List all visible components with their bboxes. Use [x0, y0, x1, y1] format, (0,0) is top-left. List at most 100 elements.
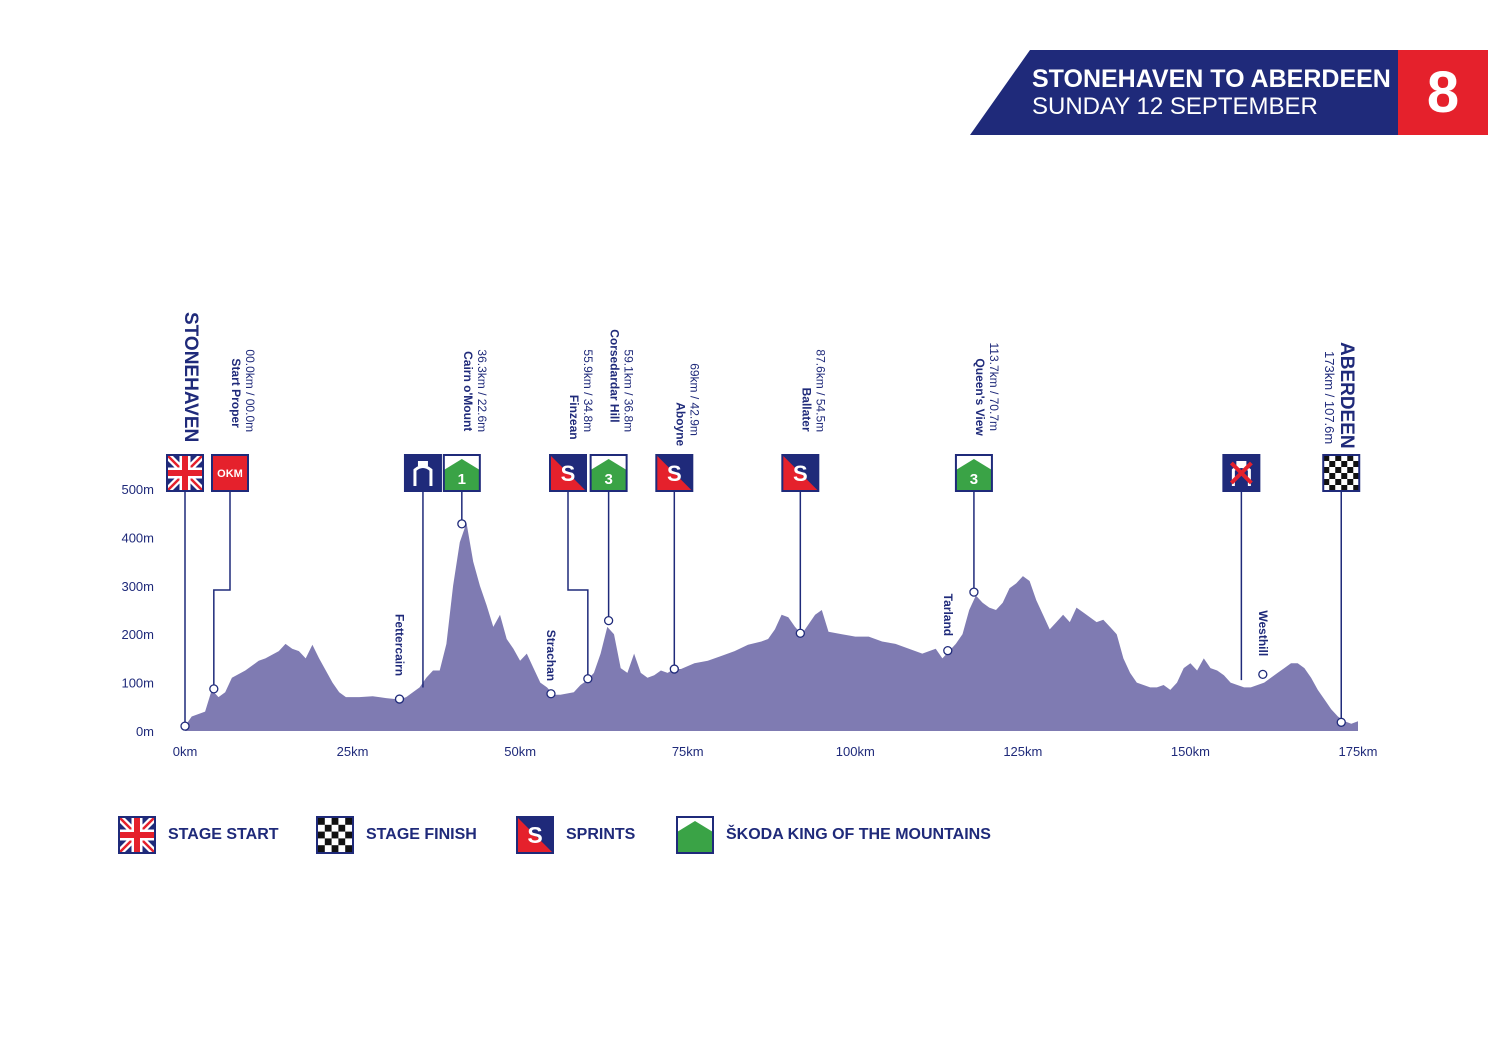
icon-border: [166, 454, 204, 492]
town-label: Fettercairn: [392, 614, 406, 676]
flag-cross-red: [167, 455, 203, 491]
location-name: STONEHAVEN: [180, 312, 201, 442]
feed-arch: [1231, 465, 1251, 486]
icon-border: [549, 454, 587, 492]
feed-marker-icon: [403, 454, 442, 492]
feed-arch: [413, 465, 433, 486]
sprint-marker-icon: S: [549, 454, 587, 492]
sprint-icon: S: [516, 816, 554, 854]
kom-marker-icon: 3: [589, 454, 628, 492]
sprint-marker-icon: S: [655, 454, 694, 492]
location-point: [969, 587, 979, 597]
location-label-group: STONEHAVEN: [180, 312, 201, 442]
stage-date: SUNDAY 12 SEPTEMBER: [1032, 93, 1318, 120]
y-tick-label: 200m: [121, 627, 154, 642]
kom-category: 3: [604, 471, 612, 488]
location-name: Corsedardar Hill: [608, 329, 622, 422]
kom-marker-icon: 3: [954, 454, 993, 492]
finish-square: [1341, 461, 1348, 467]
location-detail: 36.3km / 22.6m: [475, 349, 489, 432]
icon-border: [403, 454, 442, 492]
kom-mountain: [443, 459, 480, 491]
icon-border: [589, 454, 628, 492]
x-tick-label: 75km: [672, 744, 704, 759]
town-label-group: Strachan: [544, 630, 558, 681]
location-detail: 173km / 107.6m: [1322, 351, 1337, 444]
location-detail: 00.0km / 00.0m: [243, 349, 257, 432]
location-label-group: Corsedardar Hill 59.1km / 36.8m: [608, 329, 636, 432]
finish-square: [1335, 467, 1342, 473]
stage-title: STONEHAVEN TO ABERDEEN: [1032, 65, 1391, 93]
legend-start-label: STAGE START: [168, 826, 279, 843]
location-point: [457, 519, 467, 529]
finish-marker-icon: [1322, 454, 1361, 492]
location-point: [394, 694, 405, 704]
location-label-group: Start Proper 00.0km / 00.0m: [229, 349, 257, 432]
location-point: [795, 628, 805, 638]
location-name: Aboyne: [673, 402, 687, 446]
location-name: Ballater: [799, 388, 813, 432]
svg-text:S: S: [527, 822, 542, 848]
location-label-group: Ballater 87.6km / 54.5m: [799, 349, 827, 432]
location-point: [1336, 717, 1346, 727]
finish-square: [1329, 473, 1336, 479]
location-detail: 87.6km / 54.5m: [813, 349, 827, 432]
location-label-group: Cairn o'Mount 36.3km / 22.6m: [461, 349, 489, 432]
location-detail: 69km / 42.9m: [687, 363, 701, 436]
y-tick-label: 400m: [121, 530, 154, 545]
location-point: [546, 689, 556, 699]
location-point: [180, 721, 190, 731]
okm-bg: [212, 455, 248, 491]
sprint-letter: S: [793, 461, 808, 486]
finish-square: [1347, 479, 1354, 485]
icon-border: [1322, 454, 1361, 492]
stage-banner: STONEHAVEN TO ABERDEEN SUNDAY 12 SEPTEMB…: [970, 50, 1488, 135]
icon-border: [781, 454, 820, 492]
location-label-group: Aboyne 69km / 42.9m: [673, 363, 701, 446]
start-marker-icon: [164, 452, 206, 494]
nofeed-marker-icon: [1222, 454, 1261, 492]
location-name: Finzean: [567, 395, 581, 440]
sprint-triangle: [550, 455, 586, 491]
x-tick-label: 125km: [1003, 744, 1042, 759]
x-tick-label: 100km: [836, 744, 875, 759]
feed-bag: [1236, 461, 1247, 466]
kom-mountain: [955, 459, 992, 491]
finish-square: [1353, 485, 1360, 491]
finish-square: [1329, 461, 1336, 467]
legend-sprints: S SPRINTS: [516, 816, 635, 854]
x-tick-label: 50km: [504, 744, 536, 759]
sprint-leader-line: [567, 491, 589, 679]
x-tick-label: 175km: [1338, 744, 1377, 759]
icon-border: [954, 454, 993, 492]
legend-kom: ŠKODA KING OF THE MOUNTAINS: [676, 816, 991, 854]
finish-square: [1341, 473, 1348, 479]
location-point: [603, 615, 614, 626]
location-point: [1258, 669, 1268, 680]
y-tick-label: 300m: [121, 579, 154, 594]
mountain-icon: [676, 816, 714, 854]
legend-kom-label: ŠKODA KING OF THE MOUNTAINS: [726, 826, 991, 843]
finish-square: [1347, 455, 1354, 461]
finish-square: [1323, 479, 1330, 485]
location-name: Queen's View: [973, 358, 987, 436]
y-tick-label: 0m: [136, 724, 154, 739]
location-detail: 59.1km / 36.8m: [622, 349, 636, 432]
okm-leader-line: [213, 491, 231, 689]
no-feed-cross: [1229, 461, 1253, 485]
location-name: Start Proper: [229, 358, 243, 428]
finish-square: [1341, 485, 1348, 491]
okm-label: OKM: [217, 468, 243, 480]
finish-square: [1329, 485, 1336, 491]
sprint-marker-icon: S: [781, 454, 820, 492]
sprint-letter: S: [561, 461, 576, 486]
feed-bag: [417, 461, 428, 466]
legend-sprints-label: SPRINTS: [566, 826, 636, 843]
finish-square: [1335, 479, 1342, 485]
sprint-triangle: [656, 455, 693, 491]
location-name: Cairn o'Mount: [461, 351, 475, 431]
town-label-group: Tarland: [941, 594, 955, 636]
legend-stage-start: STAGE START: [118, 816, 279, 854]
union-flag-icon: [118, 816, 156, 854]
